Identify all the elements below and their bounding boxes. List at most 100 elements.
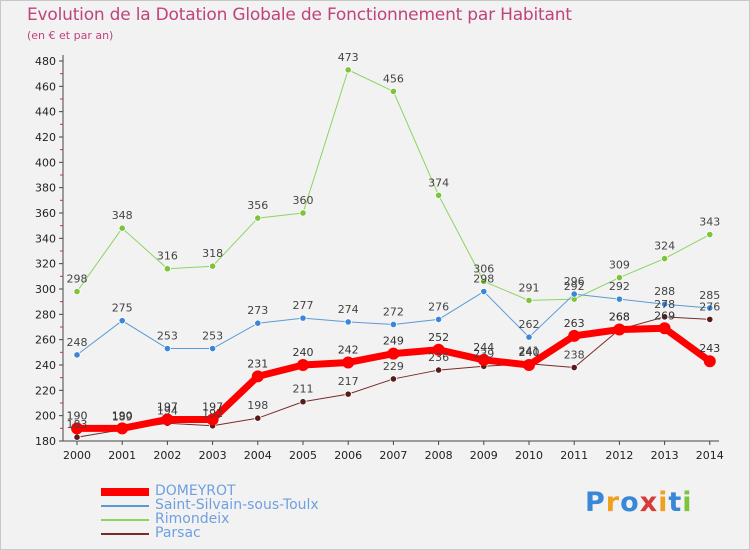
data-point-saint-silvain-sous-toulx bbox=[434, 315, 443, 323]
data-label-saint-silvain-sous-toulx: 248 bbox=[67, 336, 88, 349]
data-label-parsac: 211 bbox=[293, 383, 314, 396]
y-tick-label: 280 bbox=[35, 308, 56, 321]
data-point-saint-silvain-sous-toulx bbox=[344, 318, 352, 326]
x-tick-label: 2010 bbox=[515, 449, 543, 462]
data-label-domeyrot: 190 bbox=[67, 409, 88, 422]
data-label-domeyrot: 242 bbox=[338, 343, 359, 356]
logo-letter: t bbox=[668, 487, 683, 518]
data-label-domeyrot: 263 bbox=[564, 317, 585, 330]
y-tick-label: 320 bbox=[35, 258, 56, 271]
data-label-rimondeix: 360 bbox=[293, 194, 314, 207]
x-tick-label: 2004 bbox=[244, 449, 272, 462]
legend-swatch-rimondeix bbox=[101, 519, 149, 521]
legend-swatch-domeyrot bbox=[101, 488, 149, 496]
y-tick-label: 420 bbox=[35, 131, 56, 144]
y-tick-label: 480 bbox=[35, 55, 56, 68]
data-label-saint-silvain-sous-toulx: 253 bbox=[157, 330, 178, 343]
x-tick-label: 2009 bbox=[470, 449, 498, 462]
x-tick-label: 2000 bbox=[63, 449, 91, 462]
data-point-saint-silvain-sous-toulx bbox=[389, 320, 397, 329]
data-label-domeyrot: 197 bbox=[157, 400, 178, 413]
x-tick-label: 2002 bbox=[153, 449, 181, 462]
data-point-rimondeix bbox=[660, 255, 669, 263]
data-point-saint-silvain-sous-toulx bbox=[480, 287, 488, 296]
legend-swatch-parsac bbox=[101, 533, 149, 535]
data-point-rimondeix bbox=[254, 214, 262, 222]
data-point-rimondeix bbox=[434, 191, 443, 199]
y-tick-label: 240 bbox=[35, 359, 56, 372]
data-point-rimondeix bbox=[706, 230, 714, 239]
data-label-saint-silvain-sous-toulx: 275 bbox=[112, 302, 133, 315]
y-tick-label: 380 bbox=[35, 182, 56, 195]
data-label-saint-silvain-sous-toulx: 277 bbox=[293, 299, 314, 312]
data-point-saint-silvain-sous-toulx bbox=[660, 300, 669, 308]
data-point-rimondeix bbox=[615, 273, 624, 282]
data-label-domeyrot: 249 bbox=[383, 335, 404, 348]
data-label-parsac: 268 bbox=[609, 311, 630, 324]
data-point-saint-silvain-sous-toulx bbox=[254, 319, 262, 327]
data-label-domeyrot: 243 bbox=[699, 342, 720, 355]
y-tick-label: 220 bbox=[35, 384, 56, 397]
data-label-parsac: 229 bbox=[383, 360, 404, 373]
y-tick-label: 180 bbox=[35, 435, 56, 448]
data-label-domeyrot: 197 bbox=[202, 400, 223, 413]
data-label-saint-silvain-sous-toulx: 262 bbox=[519, 318, 540, 331]
chart-title: Evolution de la Dotation Globale de Fonc… bbox=[27, 5, 572, 25]
x-tick-label: 2003 bbox=[199, 449, 227, 462]
data-point-domeyrot bbox=[161, 413, 174, 426]
logo-letter: o bbox=[620, 487, 640, 518]
data-label-parsac: 183 bbox=[67, 418, 88, 431]
x-tick-label: 2011 bbox=[560, 449, 588, 462]
x-tick-label: 2008 bbox=[425, 449, 453, 462]
chart-subtitle: (en € et par an) bbox=[27, 29, 114, 42]
data-label-saint-silvain-sous-toulx: 288 bbox=[654, 285, 675, 298]
data-label-saint-silvain-sous-toulx: 276 bbox=[428, 300, 449, 313]
data-label-domeyrot: 240 bbox=[519, 346, 540, 359]
data-label-rimondeix: 318 bbox=[202, 247, 223, 260]
data-point-rimondeix bbox=[299, 209, 307, 217]
data-label-rimondeix: 306 bbox=[473, 262, 494, 275]
data-label-parsac: 236 bbox=[428, 351, 449, 364]
data-label-domeyrot: 231 bbox=[247, 357, 268, 370]
data-point-rimondeix bbox=[344, 66, 352, 74]
data-label-saint-silvain-sous-toulx: 296 bbox=[564, 275, 585, 288]
y-tick-label: 200 bbox=[35, 410, 56, 423]
legend-label-saint-silvain-sous-toulx: Saint-Silvain-sous-Toulx bbox=[155, 497, 319, 513]
data-point-saint-silvain-sous-toulx bbox=[615, 295, 624, 303]
data-label-rimondeix: 298 bbox=[67, 273, 88, 286]
logo-letter: i bbox=[658, 487, 669, 518]
data-point-domeyrot bbox=[71, 422, 83, 435]
data-label-rimondeix: 343 bbox=[699, 216, 720, 229]
data-point-domeyrot bbox=[523, 359, 535, 371]
y-tick-label: 340 bbox=[35, 232, 56, 245]
data-point-rimondeix bbox=[73, 287, 81, 296]
data-point-parsac bbox=[706, 315, 714, 323]
data-point-saint-silvain-sous-toulx bbox=[73, 351, 81, 359]
data-point-rimondeix bbox=[209, 262, 217, 270]
data-label-rimondeix: 348 bbox=[112, 209, 133, 222]
x-tick-label: 2005 bbox=[289, 449, 317, 462]
data-point-saint-silvain-sous-toulx bbox=[209, 344, 217, 353]
data-point-domeyrot bbox=[432, 343, 445, 356]
legend-label-domeyrot: DOMEYROT bbox=[155, 483, 236, 499]
line-chart: 180 200 220 240 260 280 300 320 340 360 380 400 420 4… bbox=[35, 51, 724, 462]
proxiti-logo: Proxiti bbox=[585, 487, 693, 518]
data-point-domeyrot bbox=[658, 322, 671, 335]
x-tick-label: 2001 bbox=[108, 449, 136, 462]
data-point-parsac bbox=[344, 390, 352, 398]
x-tick-label: 2013 bbox=[651, 449, 679, 462]
data-point-saint-silvain-sous-toulx bbox=[299, 314, 307, 322]
data-point-saint-silvain-sous-toulx bbox=[525, 333, 533, 341]
data-point-parsac bbox=[254, 414, 262, 422]
data-label-saint-silvain-sous-toulx: 272 bbox=[383, 305, 404, 318]
data-label-domeyrot: 269 bbox=[654, 309, 675, 322]
data-label-saint-silvain-sous-toulx: 298 bbox=[473, 273, 494, 286]
data-point-domeyrot bbox=[206, 413, 219, 426]
data-point-domeyrot bbox=[116, 422, 129, 435]
x-tick-label: 2014 bbox=[696, 449, 724, 462]
data-point-parsac bbox=[73, 433, 81, 441]
logo-letter: P bbox=[585, 487, 606, 518]
data-label-parsac: 217 bbox=[338, 375, 359, 388]
data-label-domeyrot: 252 bbox=[428, 331, 449, 344]
